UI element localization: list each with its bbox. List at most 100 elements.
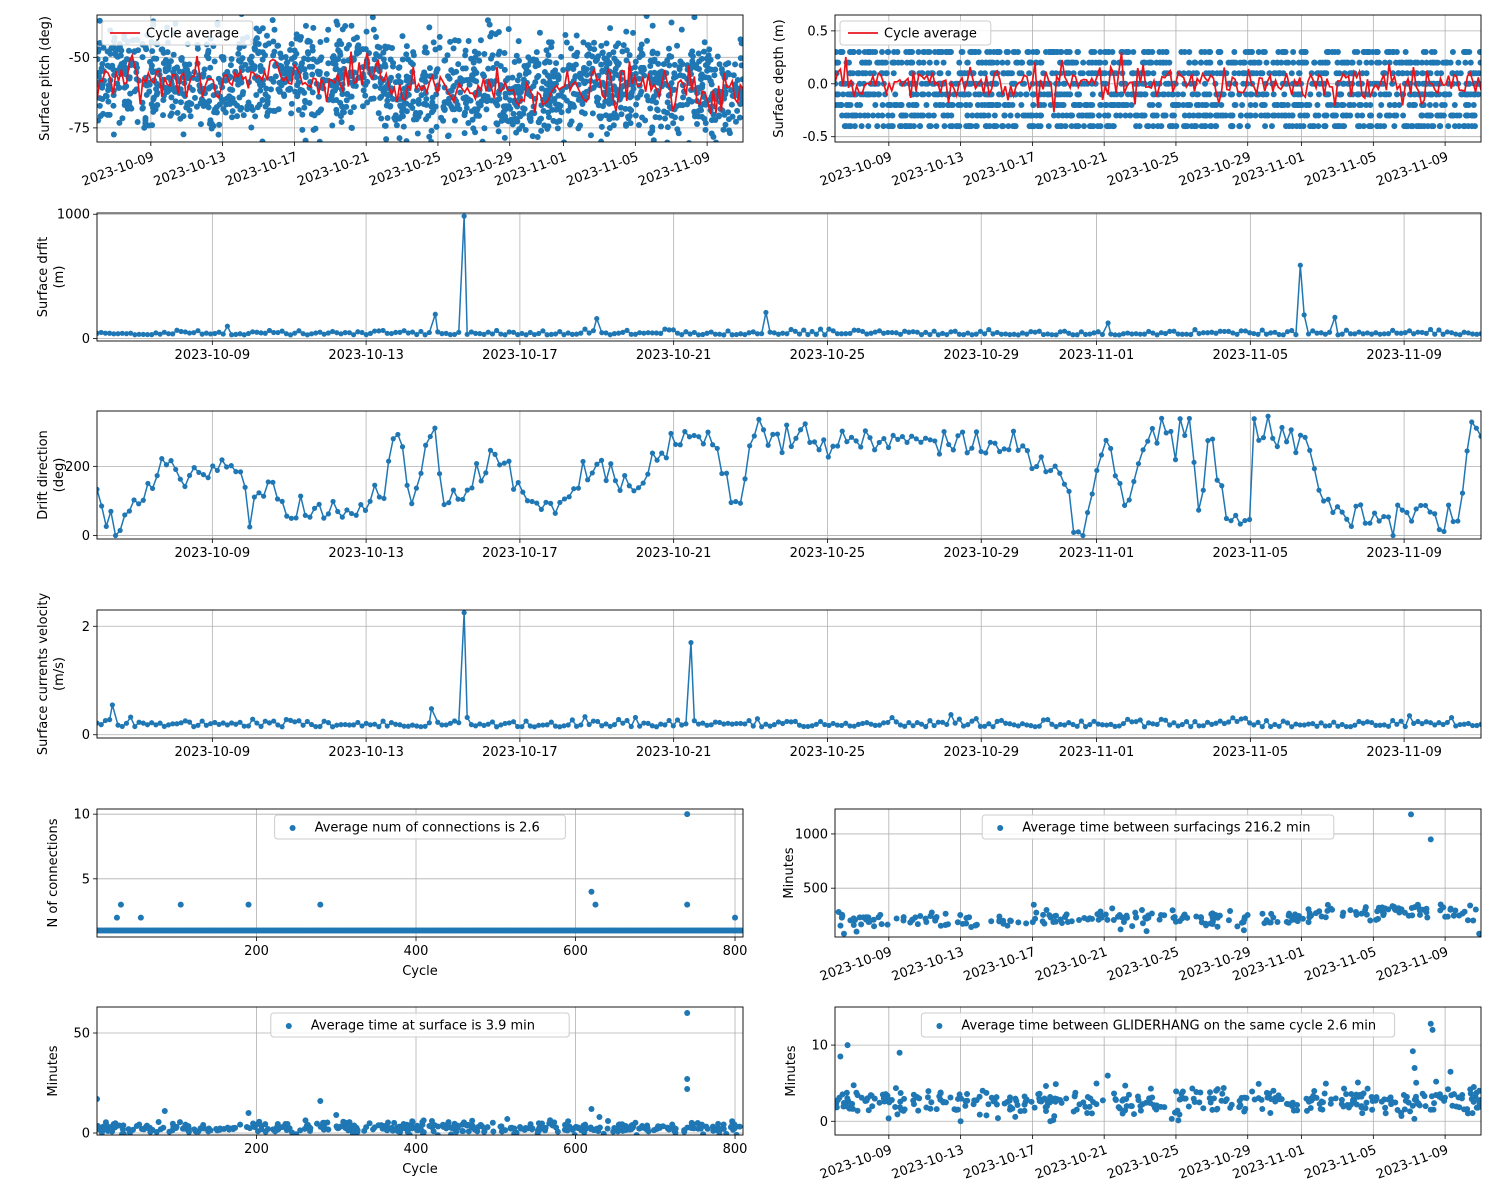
data-point: [1117, 926, 1124, 933]
data-point: [334, 21, 341, 28]
data-point: [1395, 70, 1402, 77]
data-point: [1419, 59, 1426, 66]
data-point: [477, 102, 484, 109]
data-point: [185, 70, 192, 77]
data-point: [1033, 909, 1040, 916]
data-point: [252, 113, 259, 120]
data-point: [632, 70, 639, 77]
data-point: [389, 63, 396, 70]
data-point: [837, 922, 844, 929]
data-point: [103, 93, 110, 100]
data-point: [656, 69, 663, 76]
data-point: [1030, 901, 1037, 908]
data-point: [1211, 101, 1218, 108]
x-tick-label: 2023-11-01: [1059, 745, 1135, 760]
data-point: [657, 123, 664, 130]
data-point: [490, 65, 497, 72]
data-point: [1391, 101, 1398, 108]
data-point: [1399, 59, 1406, 66]
data-point: [1001, 70, 1008, 77]
x-tick-label: 2023-10-21: [295, 150, 371, 190]
data-point: [1214, 70, 1221, 77]
data-point: [940, 59, 947, 66]
data-point: [673, 73, 680, 80]
data-point: [1339, 123, 1346, 130]
data-point: [211, 58, 218, 65]
data-point: [1180, 91, 1187, 98]
data-point: [872, 49, 879, 56]
data-point: [1202, 80, 1209, 87]
data-point: [350, 104, 357, 111]
data-point: [1451, 101, 1458, 108]
data-point: [1389, 80, 1396, 87]
data-point: [1058, 91, 1065, 98]
data-point: [1324, 101, 1331, 108]
data-point: [1027, 112, 1034, 119]
data-point: [912, 101, 919, 108]
data-point: [569, 101, 576, 108]
data-point: [969, 112, 976, 119]
data-point: [238, 64, 245, 71]
data-point: [514, 77, 521, 84]
data-point: [668, 53, 675, 60]
y-axis-label: (m/s): [52, 657, 67, 691]
data-point: [1418, 112, 1425, 119]
data-point: [732, 61, 739, 68]
data-point: [722, 121, 729, 128]
data-point: [229, 86, 236, 93]
data-point: [1109, 905, 1116, 912]
x-tick-label: 2023-10-25: [790, 745, 866, 760]
data-point: [654, 74, 661, 81]
data-point: [1068, 918, 1075, 925]
data-point: [428, 127, 435, 134]
data-point: [481, 125, 488, 132]
data-point: [716, 61, 723, 68]
data-point: [302, 22, 309, 29]
x-tick-label: 800: [723, 944, 748, 959]
data-point: [263, 85, 270, 92]
data-point: [909, 916, 916, 923]
data-point: [450, 69, 457, 76]
data-point: [302, 71, 309, 78]
data-point: [1110, 123, 1117, 130]
data-point: [323, 37, 330, 44]
data-point: [372, 83, 379, 90]
data-point: [347, 109, 354, 116]
data-point: [1309, 123, 1316, 130]
axes-frame: [96, 14, 744, 143]
data-point: [456, 106, 463, 113]
data-point: [501, 50, 508, 57]
data-point: [316, 138, 323, 142]
data-point: [1274, 919, 1281, 926]
data-point: [515, 38, 522, 45]
data-point: [702, 101, 709, 108]
data-point: [396, 78, 403, 85]
data-point: [904, 59, 911, 66]
data-point: [1229, 123, 1236, 130]
x-tick-label: 200: [244, 944, 269, 959]
data-point: [651, 80, 658, 87]
data-point: [373, 51, 380, 58]
data-point: [552, 67, 559, 74]
data-point: [466, 76, 473, 83]
data-point: [737, 55, 743, 62]
data-point: [142, 114, 149, 121]
data-point: [116, 119, 123, 126]
data-point: [119, 115, 126, 122]
data-point: [392, 112, 399, 119]
data-point: [1030, 91, 1037, 98]
data-point: [333, 84, 340, 91]
data-point: [1295, 913, 1302, 920]
data-point: [228, 95, 235, 102]
data-point: [1268, 123, 1275, 130]
legend-label: Cycle average: [146, 27, 239, 42]
data-point: [664, 57, 671, 64]
data-point: [1355, 123, 1362, 130]
x-tick-label: 2023-10-25: [790, 348, 866, 363]
data-point: [1080, 123, 1087, 130]
data-point: [1000, 917, 1007, 924]
data-point: [598, 138, 605, 142]
x-tick-label: 2023-10-13: [152, 150, 228, 190]
data-point: [1367, 112, 1374, 119]
data-point: [702, 74, 709, 81]
